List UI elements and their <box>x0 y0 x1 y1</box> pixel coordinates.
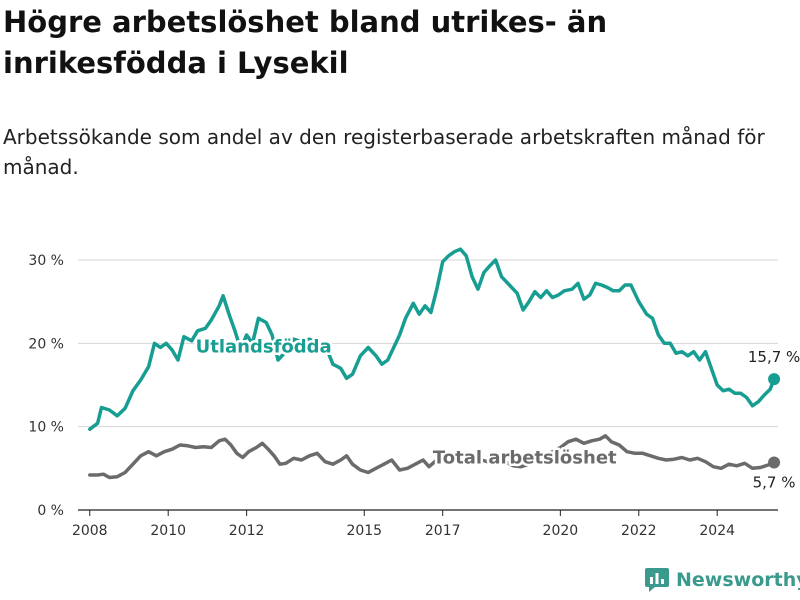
x-tick-label: 2010 <box>150 523 186 539</box>
x-tick-label: 2020 <box>543 523 579 539</box>
y-tick-label: 0 % <box>37 503 64 519</box>
end-point-marker <box>768 373 781 386</box>
axis-ticks: 0 % 10 % 20 % 30 % 2008 2010 2012 2015 2017 2020 2… <box>28 253 735 539</box>
gridlines <box>78 259 778 428</box>
x-tick-label: 2008 <box>72 523 108 539</box>
foreign-born-line <box>88 247 776 431</box>
end-point-marker <box>768 456 781 469</box>
chart-title: Högre arbetslöshet bland utrikes- än inr… <box>3 5 608 80</box>
end-value-label: 5,7 % <box>753 474 796 492</box>
y-tick-label: 30 % <box>28 253 64 269</box>
x-tick-label: 2017 <box>425 523 461 539</box>
end-value-label: 15,7 % <box>748 348 800 366</box>
series-labels: Utlandsfödda 15,7 % Total arbetslöshet 5,7 … <box>193 334 800 494</box>
y-tick-label: 10 % <box>28 420 64 436</box>
newsworthy-chart-icon <box>645 568 669 592</box>
brand-logo: Newsworthy <box>645 568 800 592</box>
x-tick-label: 2022 <box>621 523 657 539</box>
x-tick-label: 2024 <box>699 523 735 539</box>
series-label: Total arbetslöshet <box>433 447 617 468</box>
y-tick-label: 20 % <box>28 336 64 352</box>
chart-subtitle: Arbetssökande som andel av den registerb… <box>3 125 765 179</box>
series-label: Utlandsfödda <box>196 337 332 358</box>
brand-name: Newsworthy <box>676 569 800 591</box>
x-axis <box>78 509 778 516</box>
total-unemployment-line <box>88 434 776 480</box>
series-lines <box>88 247 781 480</box>
x-tick-label: 2015 <box>346 523 382 539</box>
x-tick-label: 2012 <box>229 523 265 539</box>
